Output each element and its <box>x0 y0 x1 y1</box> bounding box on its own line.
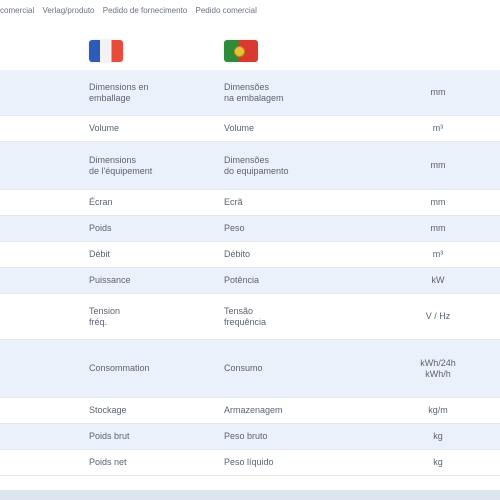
table-cell-c1: Débit <box>89 249 111 259</box>
table-cell-c1: Stockage <box>89 405 127 415</box>
table-cell-c3: m³ <box>432 249 444 259</box>
table-cell-c3: kg <box>433 431 443 441</box>
language-flags <box>0 38 500 64</box>
table-cell-c2: Tensão frequência <box>224 305 267 327</box>
table-cell-c1: Dimensions de l'équipement <box>89 154 153 176</box>
table-cell-c3: kWh/24h kWh/h <box>420 357 456 379</box>
table-cell-c1: Volume <box>89 123 120 133</box>
table-cell-c1: Écran <box>89 197 113 207</box>
table-cell-c3: mm <box>430 197 446 207</box>
table-row: Écran Ecrã mm <box>0 190 500 216</box>
table-cell-c3: mm <box>430 160 446 170</box>
header-item: Verlag/produto <box>42 6 95 15</box>
table-cell-c2: Potência <box>224 275 260 285</box>
table-row: Poids Peso mm <box>0 216 500 242</box>
table-cell-c2: Dimensões do equipamento <box>224 154 289 176</box>
table-row: Puissance Potência kW <box>0 268 500 294</box>
table-cell-c2: Consumo <box>224 363 263 373</box>
table-cell-c1: Poids <box>89 223 112 233</box>
table-footer-line <box>0 490 500 500</box>
header-item: comercial <box>0 6 35 15</box>
table-cell-c3: V / Hz <box>425 311 451 321</box>
table-cell-c3: kg/m <box>428 405 448 415</box>
table-cell-c1: Poids brut <box>89 431 130 441</box>
table-cell-c1: Dimensions en emballage <box>89 81 149 103</box>
table-cell-c3: kg <box>433 457 443 467</box>
table-cell-c3: kW <box>431 275 445 285</box>
table-cell-c2: Ecrã <box>224 197 243 207</box>
table-cell-c1: Puissance <box>89 275 131 285</box>
header-item: Pedido de fornecimento <box>102 6 188 15</box>
table-row: Débit Débito m³ <box>0 242 500 268</box>
table-cell-c2: Débito <box>224 249 251 259</box>
table-cell-c3: mm <box>430 223 446 233</box>
flag-france-icon <box>89 40 123 62</box>
table-cell-c1: Poids net <box>89 457 127 467</box>
table-cell-c2: Armazenagem <box>224 405 283 415</box>
header-item: Pedido comercial <box>195 6 257 15</box>
table-row: Stockage Armazenagem kg/m <box>0 398 500 424</box>
table-cell-c2: Peso líquido <box>224 457 274 467</box>
table-row: Consommation Consumo kWh/24h kWh/h <box>0 340 500 398</box>
table-row: Poids net Peso líquido kg <box>0 450 500 476</box>
table-cell-c2: Dimensões na embalagem <box>224 81 284 103</box>
table-cell-c1: Consommation <box>89 363 150 373</box>
table-cell-c3: mm <box>430 87 446 97</box>
header-strip: comercial Verlag/produto Pedido de forne… <box>0 0 500 22</box>
table-row: Tension fréq. Tensão frequência V / Hz <box>0 294 500 340</box>
table-row: Volume Volume m³ <box>0 116 500 142</box>
table-cell-c3: m³ <box>432 123 444 133</box>
table-cell-c2: Peso bruto <box>224 431 268 441</box>
table-cell-c2: Peso <box>224 223 245 233</box>
table-cell-c1: Tension fréq. <box>89 305 121 327</box>
table-cell-c2: Volume <box>224 123 255 133</box>
table-row: Poids brut Peso bruto kg <box>0 424 500 450</box>
flag-portugal-icon <box>224 40 258 62</box>
table-row: Dimensions de l'équipement Dimensões do e… <box>0 142 500 190</box>
table-row: Dimensions en emballage Dimensões na emba… <box>0 70 500 116</box>
